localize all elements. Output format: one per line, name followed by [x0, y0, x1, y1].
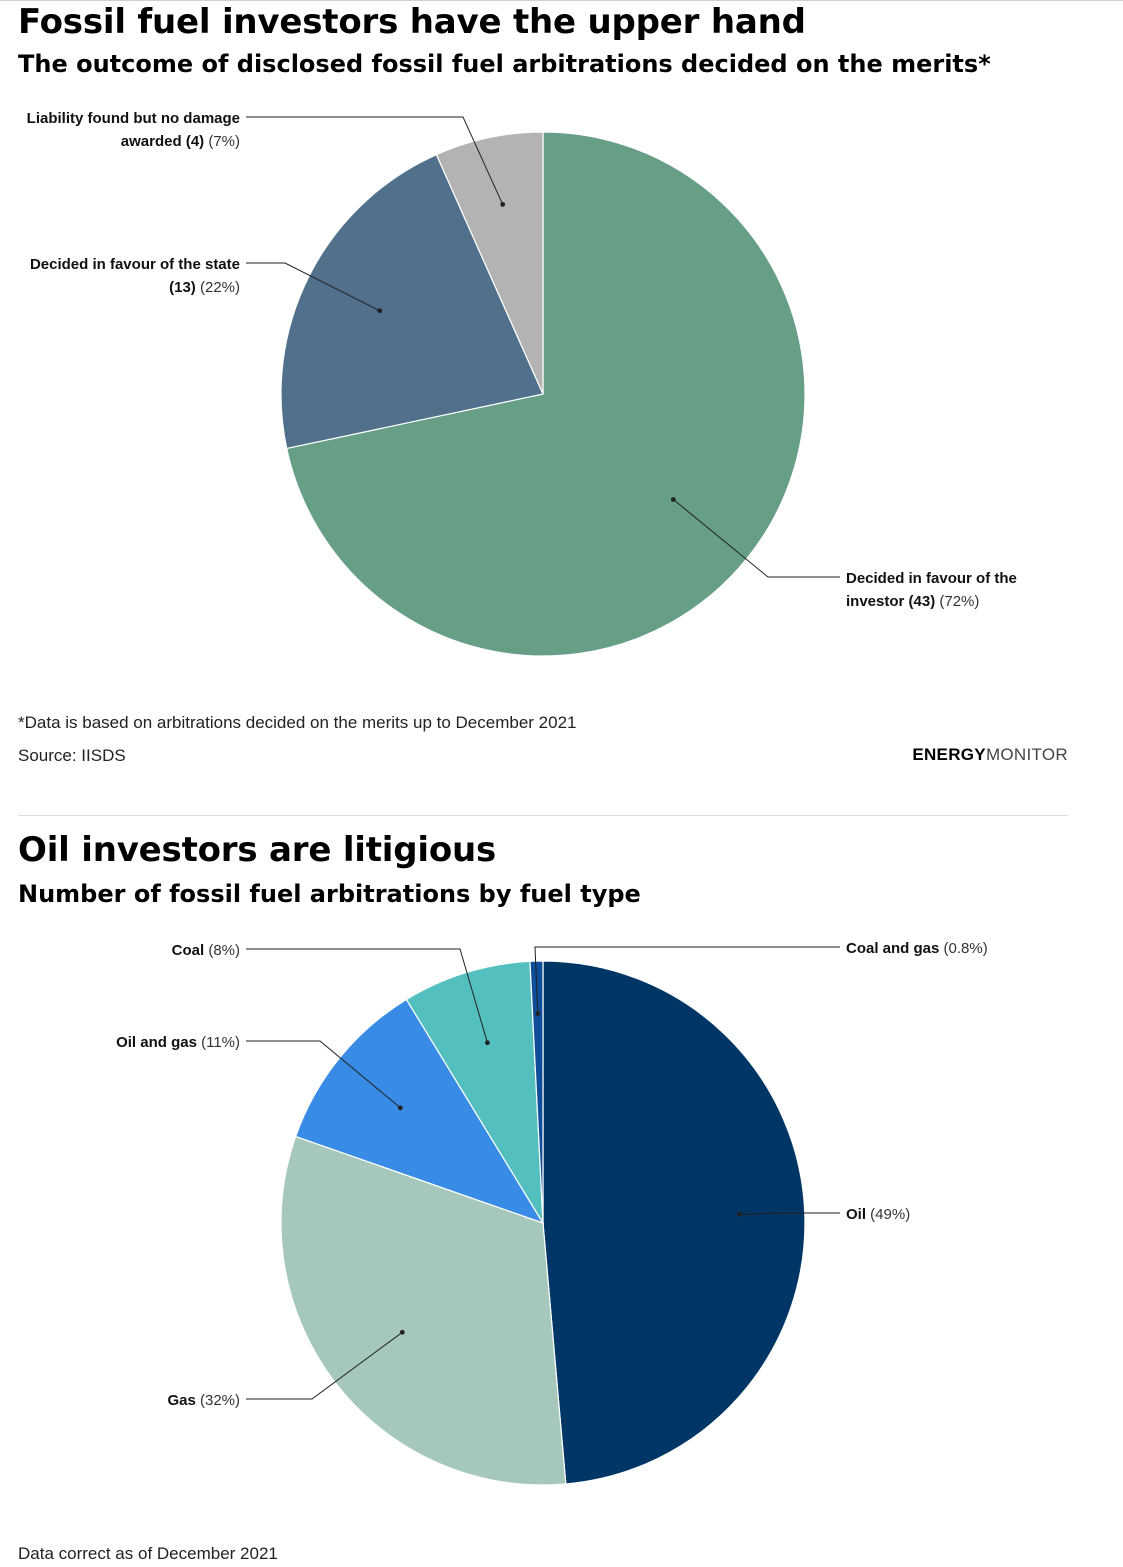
section-divider [18, 815, 1068, 816]
leader-line-state [246, 262, 380, 312]
slice-label-oil: Oil (49%) [846, 1206, 910, 1223]
chart1-subtitle: The outcome of disclosed fossil fuel arb… [18, 50, 991, 78]
leader-dot-investor [670, 497, 676, 502]
pie-slice-oil [542, 960, 806, 1485]
top-border [0, 0, 1123, 1]
leader-dot-gas [399, 1329, 405, 1335]
pie-slice-coal [405, 960, 544, 1224]
chart2-footnote: Data correct as of December 2021 [18, 1544, 278, 1563]
slice-label-oil_gas: Oil and gas (11%) [116, 1034, 240, 1051]
pie-slice-liability [435, 131, 544, 395]
brand-bold: ENERGY [912, 745, 986, 764]
slice-label-state-line2: (13) (22%) [169, 279, 240, 296]
pie-slice-gas [280, 1135, 567, 1486]
slice-label-state-line1: Decided in favour of the state [30, 256, 240, 273]
chart1-footnote: *Data is based on arbitrations decided o… [18, 713, 577, 732]
chart1-title: Fossil fuel investors have the upper han… [18, 2, 806, 42]
slice-label-coal: Coal (8%) [172, 942, 240, 959]
leader-line-liability [246, 116, 504, 205]
slice-label-gas: Gas (32%) [167, 1392, 240, 1409]
leader-line-coal [246, 948, 488, 1043]
leader-dot-oil_gas [397, 1105, 403, 1111]
slice-label-investor-line2: investor (43) (72%) [846, 593, 979, 610]
chart1-source: Source: IISDS [18, 746, 126, 765]
chart2-subtitle: Number of fossil fuel arbitrations by fu… [18, 880, 641, 908]
leader-dot-oil [736, 1212, 742, 1217]
slice-label-liability-line2: awarded (4) (7%) [121, 133, 240, 150]
slice-label-liability-line1: Liability found but no damage [27, 110, 240, 127]
leader-line-oil_gas [246, 1040, 401, 1109]
leader-dot-coal_gas [535, 1011, 541, 1016]
outcome-pie-chart: Liability found but no damage awarded (4)… [27, 110, 1017, 657]
leader-dot-coal [485, 1040, 490, 1046]
slice-label-coal_gas: Coal and gas (0.8%) [846, 940, 988, 957]
brand-light: MONITOR [985, 745, 1068, 764]
energy-monitor-logo: ENERGYMONITOR [912, 745, 1068, 765]
chart2-title: Oil investors are litigious [18, 830, 497, 870]
pie-slice-oil_gas [294, 998, 545, 1225]
leader-dot-state [377, 308, 382, 314]
leader-line-coal_gas [534, 946, 840, 1014]
fuel-type-pie-chart: Coal and gas (0.8%) Coal (8%) Oil and gas … [116, 940, 988, 1486]
leader-line-oil [739, 1212, 840, 1215]
leader-line-gas [246, 1331, 403, 1400]
leader-line-investor [672, 499, 840, 578]
pie-slice-coal_gas [529, 960, 544, 1224]
leader-dot-liability [500, 202, 506, 207]
slice-label-investor-line1: Decided in favour of the [846, 570, 1017, 587]
